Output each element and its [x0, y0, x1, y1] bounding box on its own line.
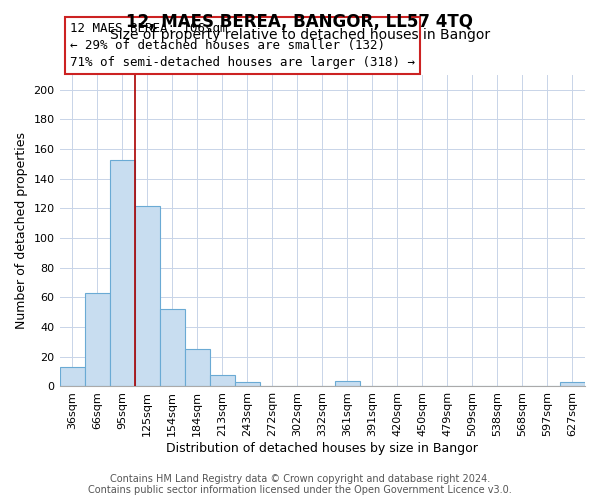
Bar: [160, 310, 185, 386]
Bar: [110, 160, 134, 386]
Text: Contains HM Land Registry data © Crown copyright and database right 2024.: Contains HM Land Registry data © Crown c…: [110, 474, 490, 484]
Text: 12, MAES BEREA, BANGOR, LL57 4TQ: 12, MAES BEREA, BANGOR, LL57 4TQ: [127, 12, 473, 30]
Bar: [560, 382, 585, 386]
Bar: [185, 350, 209, 387]
Text: Size of property relative to detached houses in Bangor: Size of property relative to detached ho…: [110, 28, 490, 42]
Bar: [59, 367, 85, 386]
Bar: [209, 374, 235, 386]
Bar: [235, 382, 260, 386]
Bar: [134, 206, 160, 386]
Y-axis label: Number of detached properties: Number of detached properties: [15, 132, 28, 329]
X-axis label: Distribution of detached houses by size in Bangor: Distribution of detached houses by size …: [166, 442, 478, 455]
Bar: [335, 380, 360, 386]
Text: 12 MAES BEREA: 106sqm
← 29% of detached houses are smaller (132)
71% of semi-det: 12 MAES BEREA: 106sqm ← 29% of detached …: [70, 22, 415, 69]
Text: Contains public sector information licensed under the Open Government Licence v3: Contains public sector information licen…: [88, 485, 512, 495]
Bar: [85, 293, 110, 386]
